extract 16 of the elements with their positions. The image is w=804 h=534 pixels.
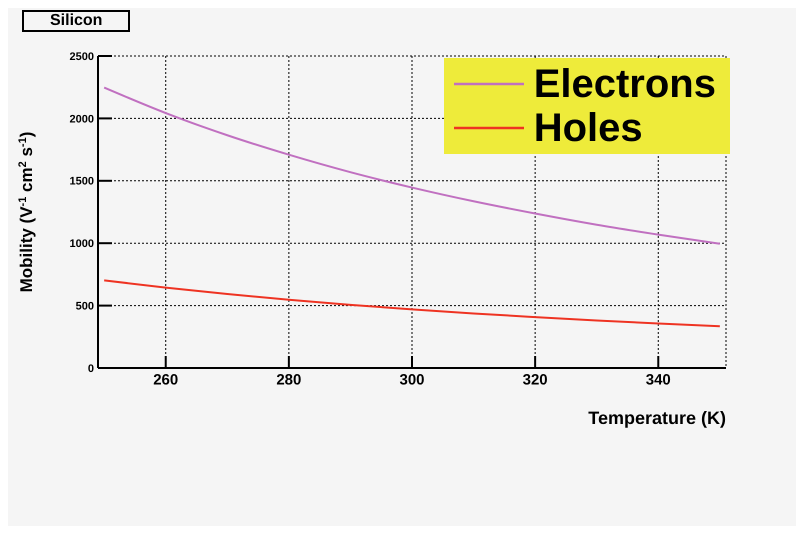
y-tick-label: 1000 <box>70 238 94 250</box>
chart-title: Silicon <box>22 10 130 32</box>
x-tick-label: 320 <box>522 372 548 389</box>
x-axis-title: Temperature (K) <box>588 408 726 428</box>
legend-label: Holes <box>534 106 643 150</box>
y-tick-label: 0 <box>88 362 94 375</box>
y-tick-label: 500 <box>76 300 94 313</box>
x-tick-label: 280 <box>276 372 302 389</box>
x-tick-label: 260 <box>153 372 178 389</box>
y-tick-label: 1500 <box>70 176 94 188</box>
y-tick-label: 2500 <box>70 50 94 63</box>
x-tick-label: 300 <box>399 372 425 389</box>
legend-label: Electrons <box>534 62 716 106</box>
x-tick-label: 340 <box>646 372 671 389</box>
y-tick-label: 2000 <box>70 113 94 126</box>
line-series <box>103 279 721 328</box>
